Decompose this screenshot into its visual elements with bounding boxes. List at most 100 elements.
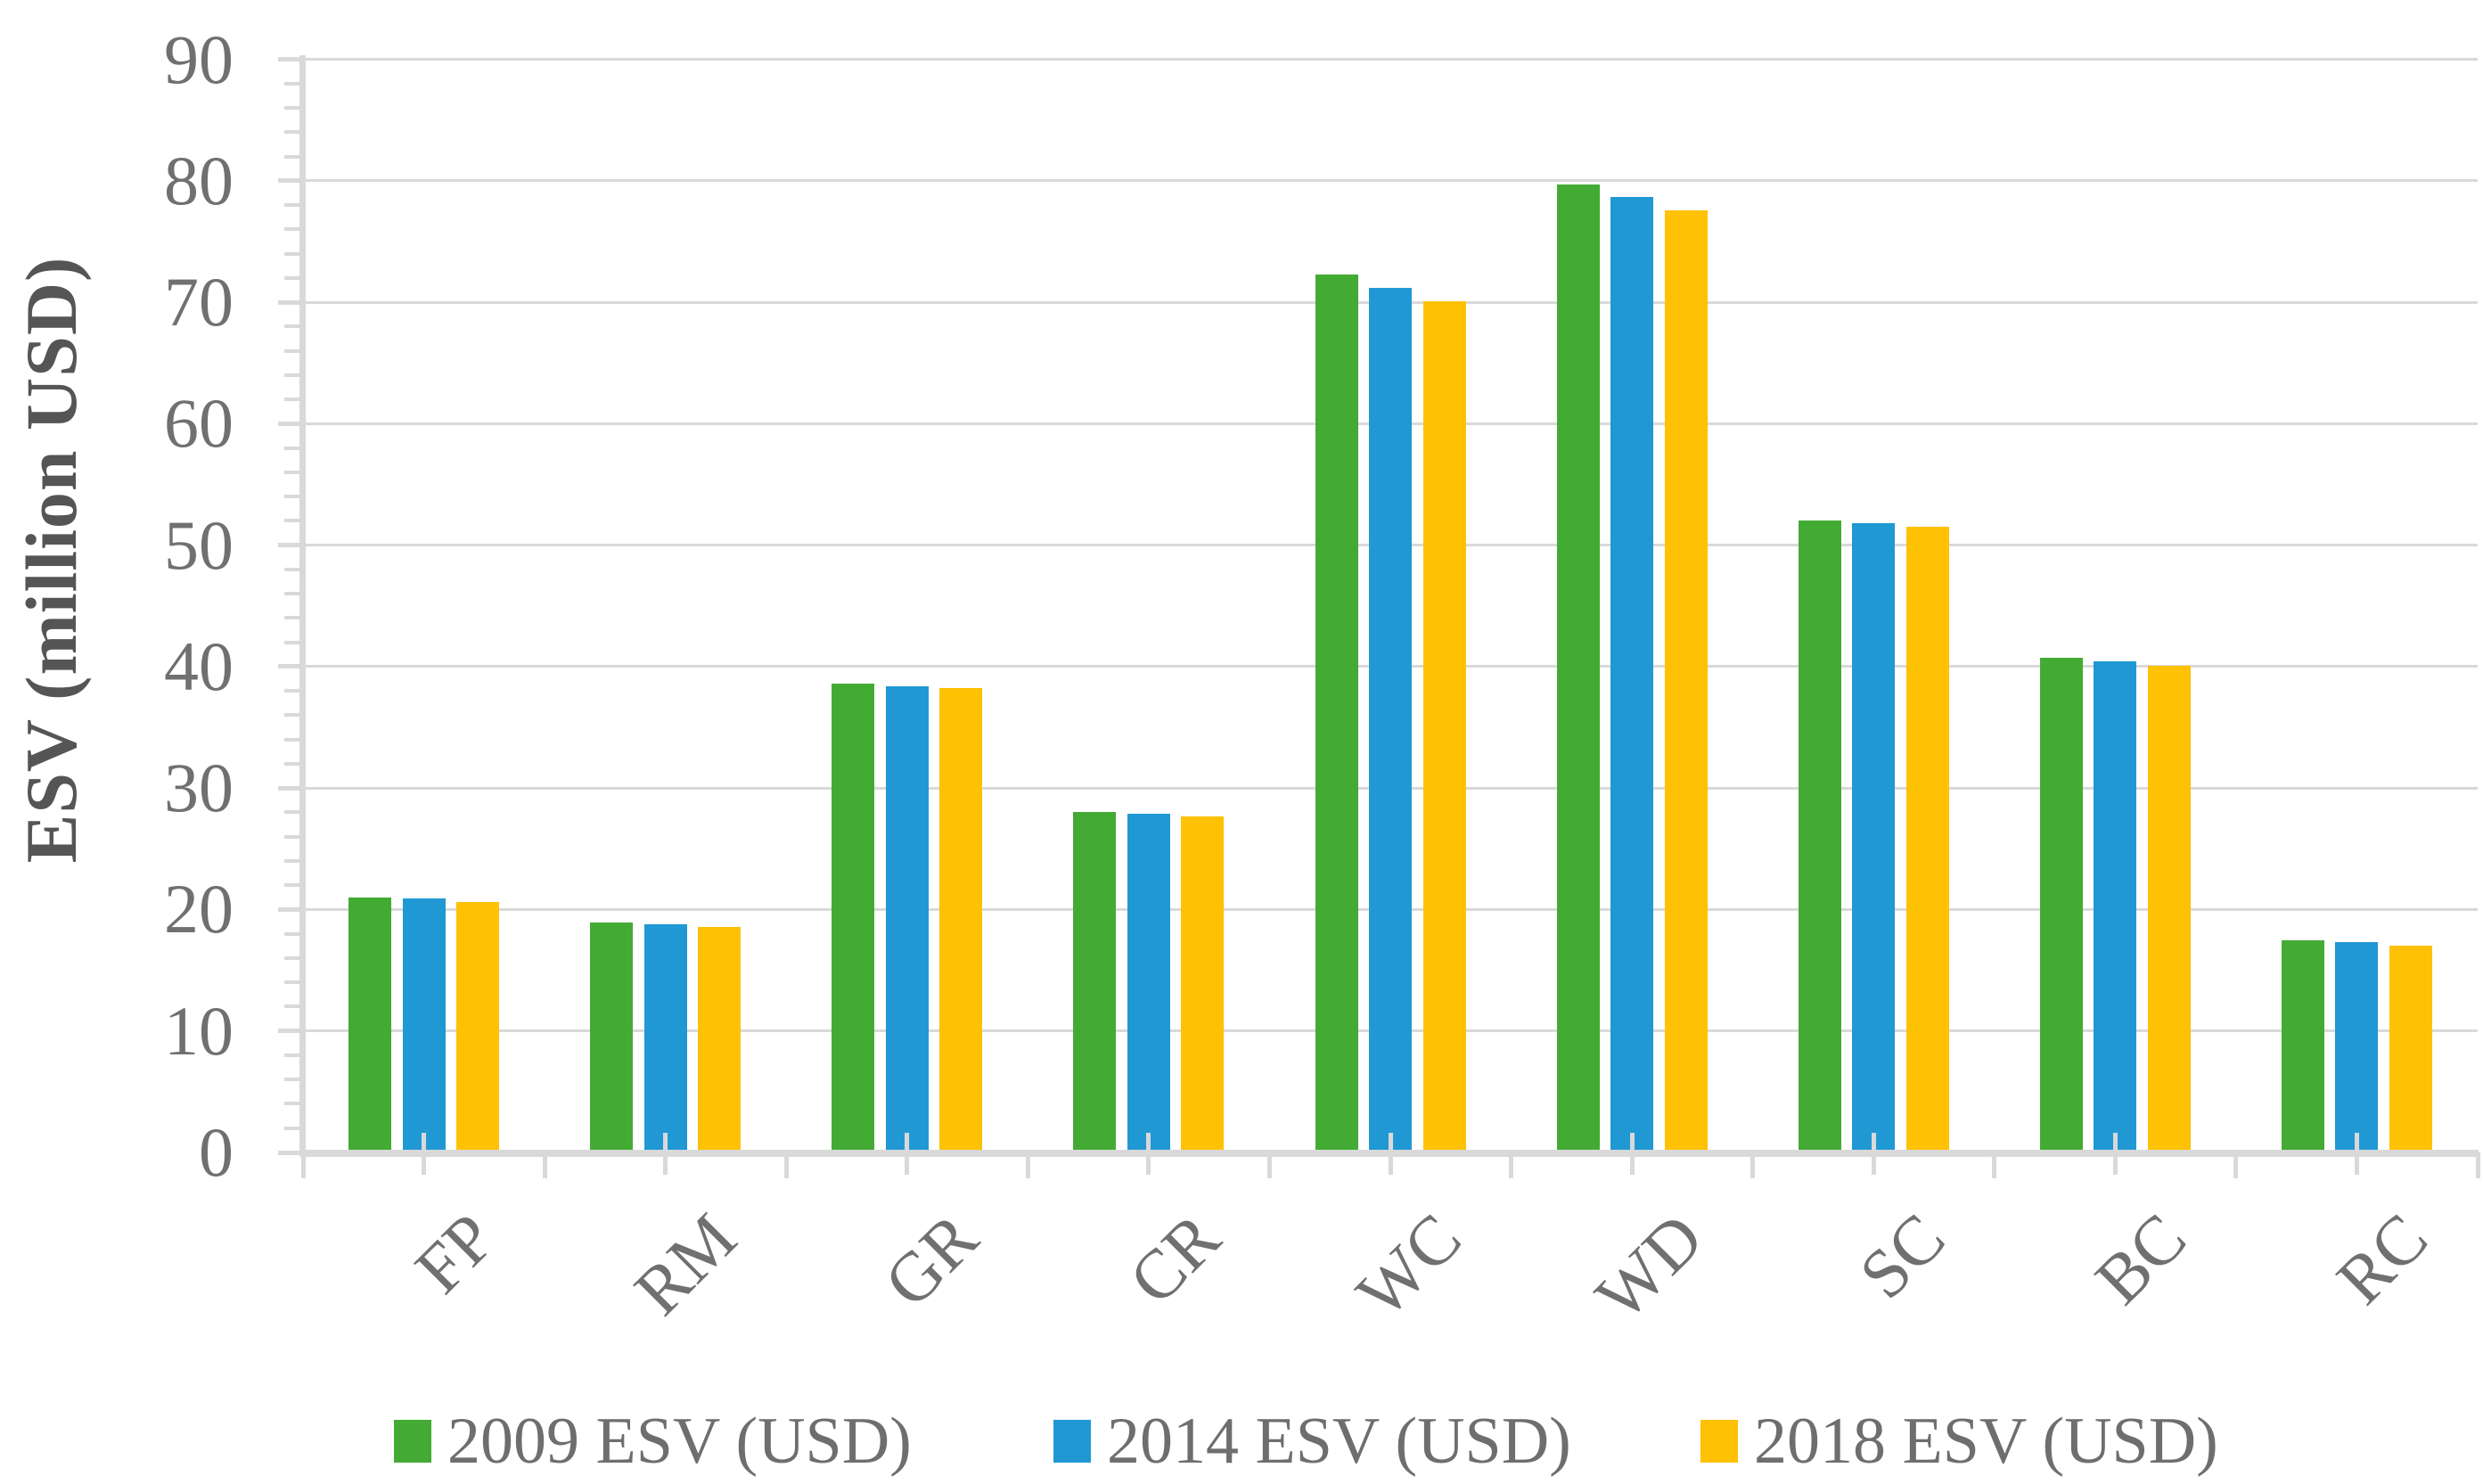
y-minor-tick [284,834,299,839]
x-boundary-tick [2233,1152,2239,1178]
x-boundary-tick [1266,1152,1272,1178]
y-minor-tick [284,980,299,985]
bar-BC-2014 [2094,661,2137,1152]
y-major-tick [278,57,299,62]
x-midpoint-tick-WD [1629,1133,1635,1175]
y-axis-line [299,55,306,1157]
bar-GR-2009 [832,684,875,1152]
y-minor-tick [284,737,299,742]
x-midpoint-tick-RC [2354,1133,2359,1175]
legend-swatch-2009 [394,1420,431,1463]
bar-GR-2018 [939,688,983,1152]
y-minor-tick [284,640,299,644]
y-minor-tick [284,689,299,693]
x-category-label-FP: FP [399,1198,510,1308]
x-midpoint-tick-RM [663,1133,668,1175]
bar-SC-2009 [1798,521,1841,1152]
y-tick-label-70: 70 [164,263,234,341]
y-major-tick [278,785,299,791]
x-category-label-WD: WD [1580,1198,1718,1335]
x-boundary-tick [1992,1152,1997,1178]
y-minor-tick [284,567,299,571]
y-tick-label-50: 50 [164,505,234,584]
x-boundary-tick [542,1152,547,1178]
y-major-tick [278,1150,299,1155]
y-minor-tick [284,931,299,936]
y-tick-label-20: 20 [164,870,234,948]
y-minor-tick [284,519,299,523]
y-tick-label-10: 10 [164,991,234,1070]
y-minor-tick [284,810,299,815]
y-minor-tick [284,275,299,280]
bar-RC-2014 [2335,942,2379,1152]
x-midpoint-tick-GR [905,1133,910,1175]
bar-FP-2014 [402,898,446,1152]
y-major-tick [278,1029,299,1034]
x-category-label-GR: GR [869,1198,993,1322]
y-minor-tick [284,1126,299,1130]
x-midpoint-tick-BC [2112,1133,2118,1175]
x-category-label-CR: CR [1113,1198,1234,1319]
y-minor-tick [284,373,299,377]
bar-SC-2018 [1905,527,1949,1152]
y-major-tick [278,421,299,426]
y-minor-tick [284,955,299,960]
x-boundary-tick [1750,1152,1756,1178]
y-major-tick [278,178,299,184]
y-minor-tick [284,130,299,135]
bar-GR-2014 [885,685,929,1152]
bar-CR-2018 [1181,816,1225,1152]
x-midpoint-tick-WC [1388,1133,1393,1175]
bar-RC-2009 [2281,939,2324,1152]
y-minor-tick [284,761,299,766]
legend-item-2009: 2009 ESV (USD) [394,1401,912,1481]
x-category-label-BC: BC [2080,1198,2201,1319]
y-minor-tick [284,713,299,717]
bar-WD-2014 [1610,196,1654,1152]
y-minor-tick [284,251,299,256]
legend-label-2014: 2014 ESV (USD) [1107,1405,1571,1478]
x-boundary-tick [300,1152,306,1178]
bar-WD-2018 [1664,209,1708,1152]
y-major-tick [278,906,299,912]
y-minor-tick [284,106,299,111]
y-minor-tick [284,470,299,474]
y-major-tick [278,543,299,548]
x-midpoint-tick-CR [1146,1133,1151,1175]
x-category-label-RM: RM [619,1198,751,1330]
bar-CR-2009 [1073,812,1117,1152]
bar-RM-2014 [643,923,687,1152]
y-minor-tick [284,398,299,402]
y-minor-tick [284,227,299,232]
x-boundary-tick [1025,1152,1030,1178]
bar-CR-2014 [1127,813,1170,1152]
x-boundary-tick [2475,1152,2480,1178]
y-minor-tick [284,348,299,353]
y-major-tick [278,299,299,305]
legend-item-2014: 2014 ESV (USD) [1053,1401,1571,1481]
y-minor-tick [284,324,299,329]
bar-RC-2018 [2389,946,2432,1152]
legend-item-2018: 2018 ESV (USD) [1700,1401,2218,1481]
y-minor-tick [284,81,299,86]
y-minor-tick [284,1102,299,1106]
y-tick-label-90: 90 [164,20,234,98]
legend-swatch-2014 [1053,1420,1091,1463]
y-minor-tick [284,1078,299,1082]
y-minor-tick [284,858,299,863]
y-minor-tick [284,1004,299,1009]
bar-SC-2014 [1852,523,1896,1152]
bar-WD-2009 [1556,184,1600,1152]
bar-WC-2018 [1422,300,1466,1152]
gridline-80 [303,179,2478,183]
y-minor-tick [284,1053,299,1057]
y-tick-label-80: 80 [164,141,234,219]
bar-BC-2009 [2039,658,2083,1152]
x-midpoint-tick-FP [422,1133,427,1175]
bar-FP-2009 [348,897,392,1152]
y-minor-tick [284,154,299,159]
y-tick-label-40: 40 [164,627,234,705]
y-tick-label-60: 60 [164,384,234,463]
legend: 2009 ESV (USD) 2014 ESV (USD) 2018 ESV (US… [0,1401,2483,1481]
